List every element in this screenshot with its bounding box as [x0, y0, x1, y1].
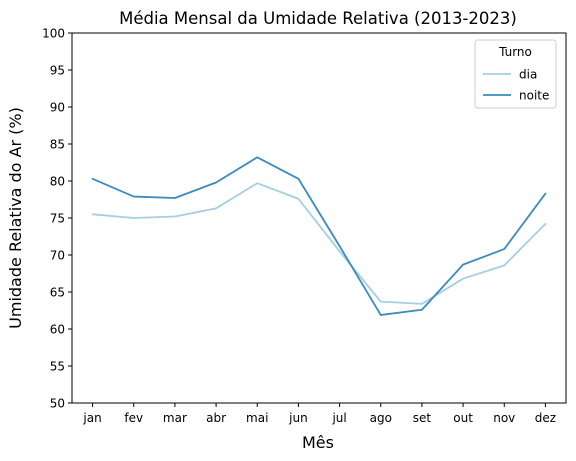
x-tick-label-mai: mai [246, 411, 268, 425]
y-axis: 50 55 60 65 70 75 80 85 90 95 100 [42, 27, 72, 411]
legend: Turno dia noite [474, 39, 557, 109]
legend-frame [474, 39, 557, 109]
x-tick-label-jan: jan [82, 411, 101, 425]
legend-label-noite: noite [519, 89, 549, 103]
legend-label-dia: dia [519, 68, 537, 82]
x-tick-label-mar: mar [163, 411, 187, 425]
y-tick-label: 55 [50, 360, 65, 374]
y-tick-label: 70 [50, 249, 65, 263]
x-axis: jan fev mar abr mai jun jul ago set out nov dez [82, 403, 556, 425]
legend-title: Turno [498, 45, 532, 59]
x-tick-label-ago: ago [370, 411, 392, 425]
y-tick-label: 100 [42, 27, 65, 41]
x-tick-label-dez: dez [535, 411, 556, 425]
y-tick-label: 65 [50, 286, 65, 300]
y-tick-label: 75 [50, 212, 65, 226]
x-tick-label-jun: jun [288, 411, 308, 425]
series-line-dia [91, 182, 547, 305]
y-tick-label: 90 [50, 101, 65, 115]
y-tick-label: 80 [50, 175, 65, 189]
x-tick-label-jul: jul [331, 411, 346, 425]
y-tick-label: 60 [50, 323, 65, 337]
series-layer [91, 156, 547, 316]
x-axis-label: Mês [302, 433, 334, 452]
x-tick-label-abr: abr [206, 411, 226, 425]
chart-title: Média Mensal da Umidade Relativa (2013-2… [119, 9, 517, 28]
y-tick-label: 85 [50, 138, 65, 152]
x-tick-label-set: set [413, 411, 432, 425]
y-axis-label: Umidade Relativa do Ar (%) [6, 107, 25, 329]
x-tick-label-nov: nov [493, 411, 515, 425]
x-tick-label-fev: fev [124, 411, 143, 425]
y-tick-label: 50 [50, 397, 65, 411]
series-line-noite [91, 156, 547, 316]
x-tick-label-out: out [453, 411, 473, 425]
y-tick-label: 95 [50, 64, 65, 78]
